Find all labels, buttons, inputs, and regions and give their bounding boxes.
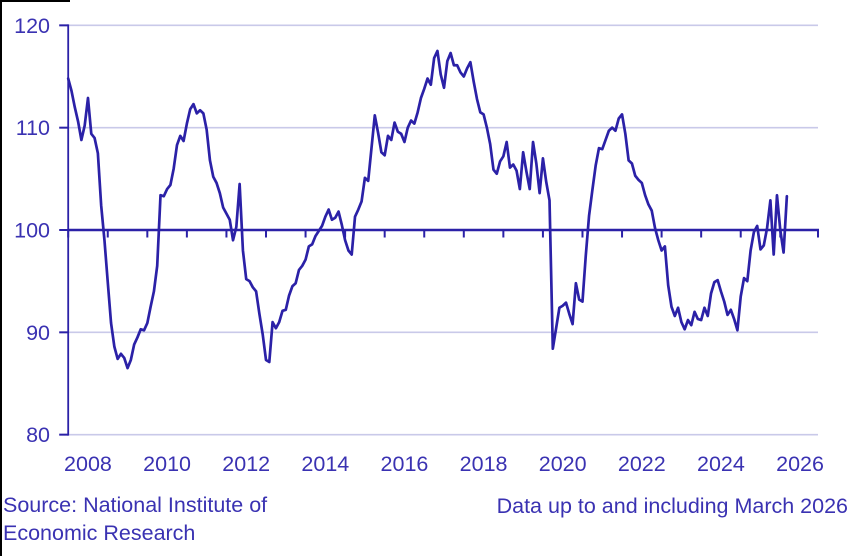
y-axis-label-100: 100 [14,219,50,243]
data-line [66,49,789,370]
gridlines [68,24,818,436]
baseline-100 [67,228,819,238]
data-coverage-note: Data up to and including March 2026 [497,494,848,518]
x-axis-label-2026: 2026 [776,452,824,476]
x-axis-label-2014: 2014 [301,452,349,476]
x-axis-label-2008: 2008 [64,452,112,476]
source-text-line2: Economic Research [3,521,195,545]
x-axis-label-2018: 2018 [460,452,508,476]
y-axis [59,24,70,436]
source-text-line1: Source: National Institute of [3,493,267,517]
y-axis-label-120: 120 [14,14,50,38]
y-axis-label-90: 90 [26,321,50,345]
left-border-line [0,0,2,556]
x-axis-label-2012: 2012 [222,452,270,476]
y-axis-label-80: 80 [26,423,50,447]
x-axis-label-2016: 2016 [381,452,429,476]
data-series [66,49,789,370]
axis-labels: 80 90 100 110 120 2008 2010 2012 2014 2016 2018 202… [14,14,824,476]
x-axis-label-2022: 2022 [618,452,666,476]
x-axis-label-2020: 2020 [539,452,587,476]
y-axis-label-110: 110 [16,116,50,140]
x-axis-label-2024: 2024 [697,452,745,476]
footer: Source: National Institute of Economic R… [3,493,848,545]
top-border-line [0,0,70,2]
x-axis-label-2010: 2010 [143,452,191,476]
